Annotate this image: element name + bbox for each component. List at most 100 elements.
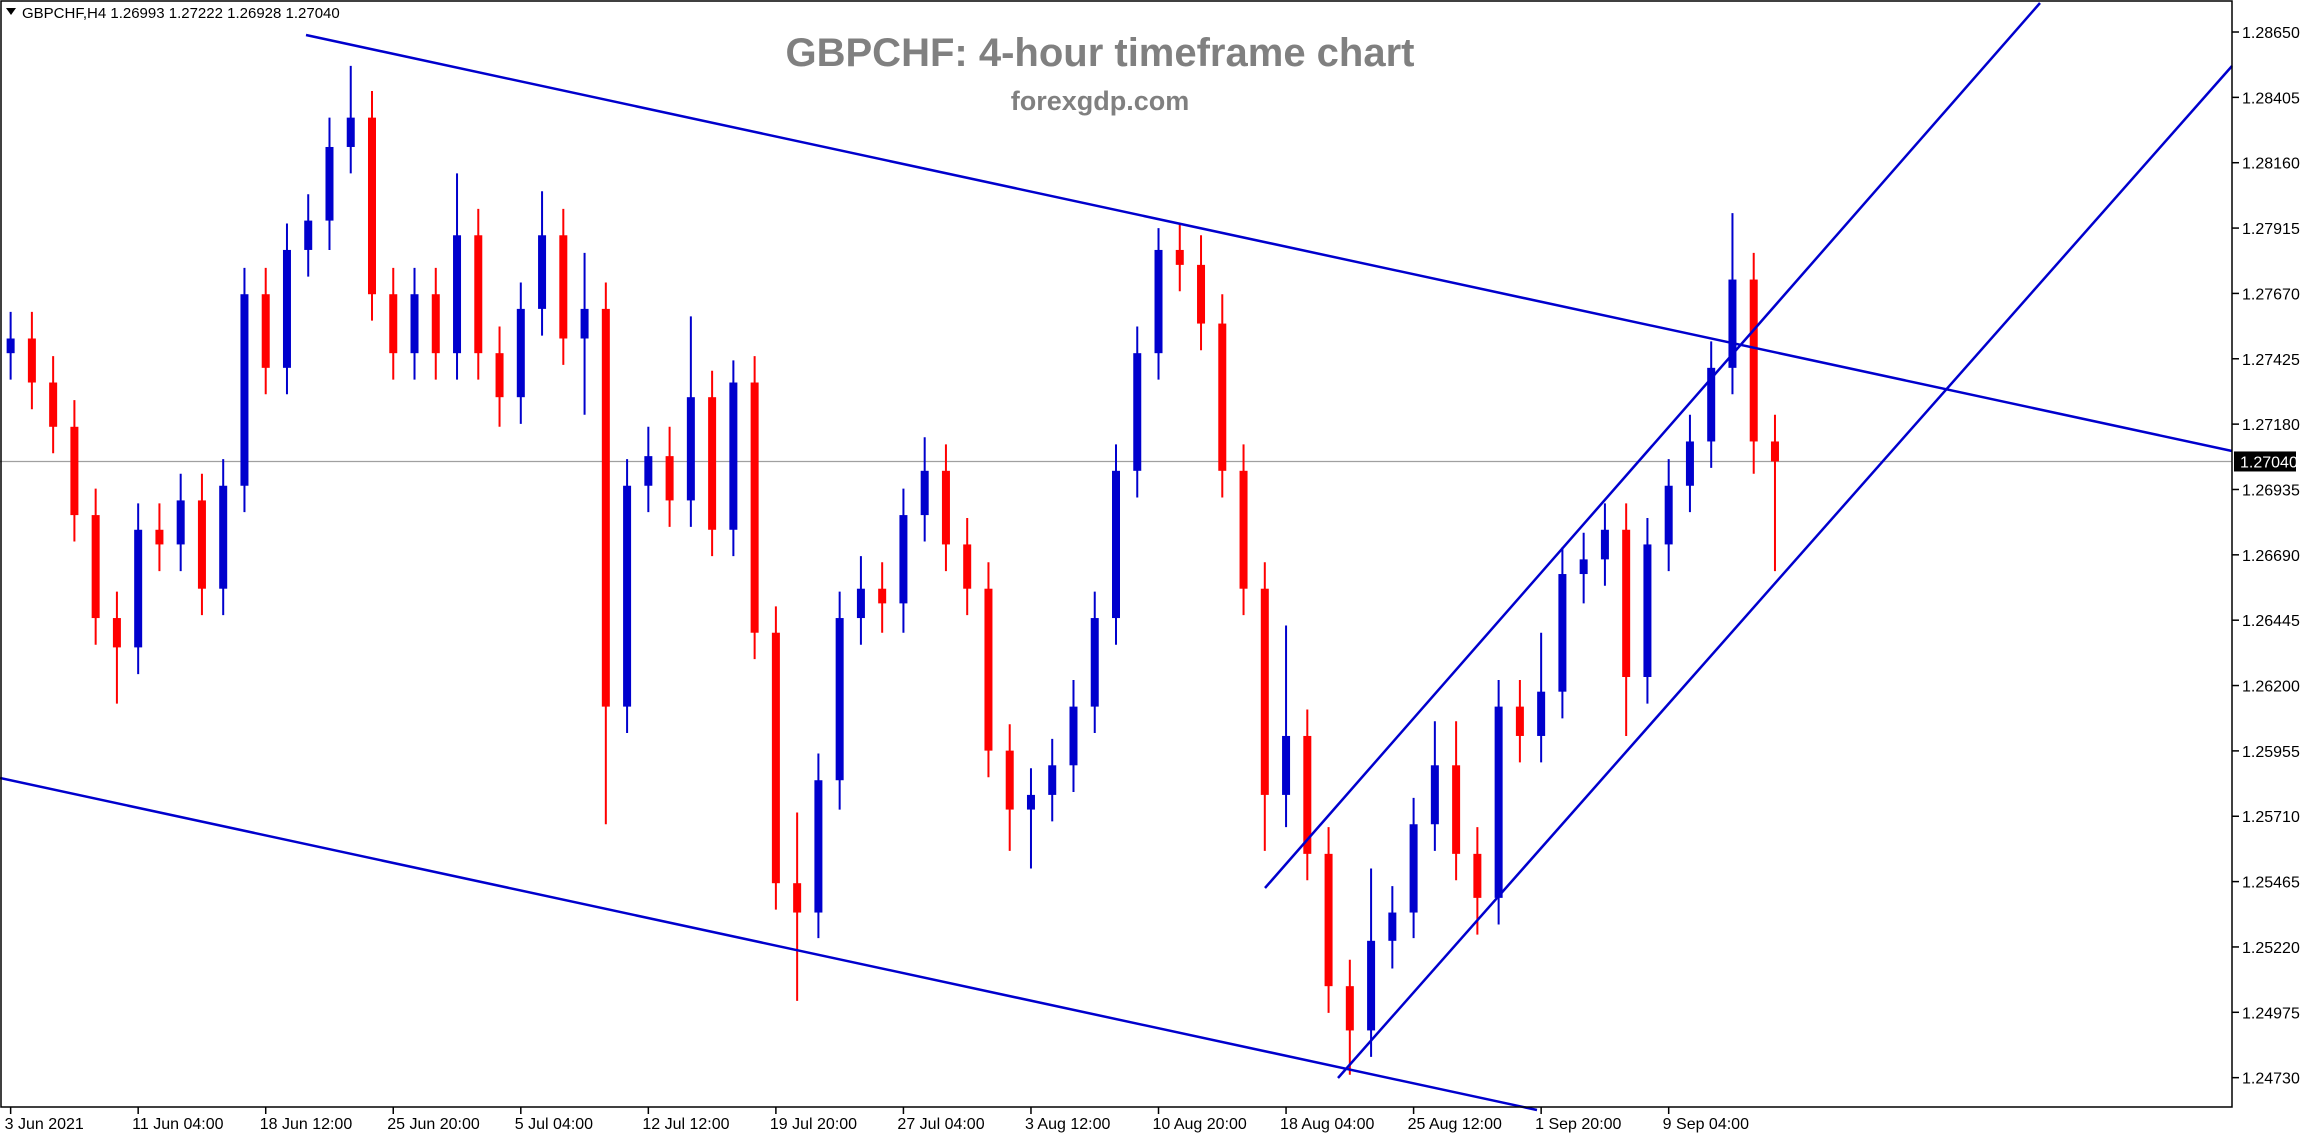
y-tick-label: 1.25465 — [2242, 875, 2300, 892]
candle-body — [984, 588, 993, 751]
candle-body — [1367, 940, 1376, 1031]
candle-body — [559, 235, 568, 339]
x-tick-label: 18 Jun 12:00 — [260, 1116, 353, 1133]
header: GBPCHF,H4 1.26993 1.27222 1.26928 1.2704… — [22, 5, 340, 22]
chart-title: GBPCHF: 4-hour timeframe chart — [786, 31, 1415, 75]
candle-body — [368, 117, 376, 295]
y-tick-label: 1.25220 — [2242, 940, 2300, 957]
candle-body — [1175, 249, 1184, 265]
candle-body — [1133, 353, 1142, 471]
candle-body — [1537, 691, 1546, 736]
candle-body — [70, 426, 79, 516]
y-tick-label: 1.28160 — [2242, 156, 2300, 173]
last-price-box — [2234, 451, 2296, 472]
candle-body — [835, 618, 844, 781]
y-tick-label: 1.25710 — [2242, 809, 2300, 826]
trend-line — [305, 33, 2233, 453]
candle-body — [27, 338, 36, 383]
x-tick-label: 27 Jul 04:00 — [897, 1116, 984, 1133]
x-tick-label: 10 Aug 20:00 — [1153, 1116, 1247, 1133]
candle-body — [1218, 323, 1227, 471]
candle-body — [920, 470, 929, 516]
candle-body — [856, 588, 865, 619]
candle-body — [91, 515, 100, 619]
candle-body — [750, 382, 759, 633]
candle-body — [389, 294, 398, 354]
candle-body — [261, 294, 270, 368]
candle-body — [49, 382, 58, 427]
candle-body — [1388, 912, 1397, 941]
candle-body — [282, 249, 291, 368]
y-tick-label: 1.27180 — [2242, 417, 2300, 434]
x-tick-label: 12 Jul 12:00 — [642, 1116, 729, 1133]
y-tick-label: 1.26200 — [2242, 679, 2300, 696]
candle-body — [197, 500, 206, 589]
candle-body — [1239, 470, 1248, 589]
y-tick-label: 1.25955 — [2242, 744, 2300, 761]
candle-body — [1622, 529, 1631, 678]
y-tick-label: 1.24975 — [2242, 1005, 2300, 1022]
candle-body — [240, 294, 249, 486]
trend-line — [0, 776, 1538, 1112]
candle-body — [453, 235, 462, 354]
candle-body — [1026, 794, 1035, 810]
candle-body — [1494, 706, 1503, 898]
y-tick-label: 1.28405 — [2242, 90, 2300, 107]
candle-body — [495, 353, 504, 398]
trend-line — [1337, 65, 2233, 1079]
candle-body — [1558, 574, 1567, 692]
candle-body — [538, 235, 547, 309]
candle-body — [1728, 279, 1737, 368]
x-tick-label: 3 Aug 12:00 — [1025, 1116, 1111, 1133]
candle-body — [1197, 264, 1206, 324]
candle-body — [1770, 441, 1779, 462]
plot-frame — [0, 0, 2233, 1108]
chart-subtitle: forexgdp.com — [1011, 86, 1190, 116]
candle-body — [601, 308, 610, 707]
candle-body — [580, 308, 589, 339]
candle-body — [304, 220, 313, 250]
trend-lines — [0, 2, 2233, 1112]
candle-body — [134, 529, 143, 648]
candle-body — [1112, 470, 1120, 619]
candle-body — [325, 146, 334, 221]
y-tick-label: 1.26935 — [2242, 482, 2300, 499]
menu-arrow — [6, 8, 16, 15]
candle-body — [1600, 529, 1609, 560]
last-price-label: 1.27040 — [2240, 454, 2298, 471]
candle-body — [1069, 706, 1078, 766]
x-tick-label: 1 Sep 20:00 — [1535, 1116, 1621, 1133]
candle-body — [219, 485, 228, 589]
candle-body — [1515, 706, 1524, 736]
candle-body — [665, 456, 674, 501]
candle-body — [1282, 735, 1291, 795]
candle-body — [410, 294, 419, 354]
candle-body — [644, 456, 653, 486]
candle-body — [1430, 765, 1439, 825]
candle-body — [1005, 750, 1014, 810]
candle-body — [729, 382, 738, 530]
x-tick-label: 18 Aug 04:00 — [1280, 1116, 1374, 1133]
candle-body — [1664, 485, 1673, 545]
candle-body — [155, 529, 164, 545]
candle-body — [1685, 441, 1694, 486]
x-tick-label: 11 Jun 04:00 — [132, 1116, 223, 1133]
candle-body — [686, 397, 695, 501]
candle-body — [516, 308, 525, 398]
candle-body — [1303, 735, 1312, 854]
candle-body — [941, 470, 950, 545]
plot — [0, 65, 2232, 1075]
x-tick-label: 5 Jul 04:00 — [515, 1116, 593, 1133]
candle-body — [1345, 986, 1354, 1031]
candle-body — [1260, 588, 1269, 795]
candle-body — [623, 485, 632, 707]
candle-body — [1154, 249, 1163, 354]
y-tick-label: 1.27425 — [2242, 352, 2300, 369]
candle-body — [112, 618, 121, 648]
candle-body — [899, 515, 908, 604]
candle-body — [963, 544, 972, 589]
candle-body — [793, 883, 802, 913]
